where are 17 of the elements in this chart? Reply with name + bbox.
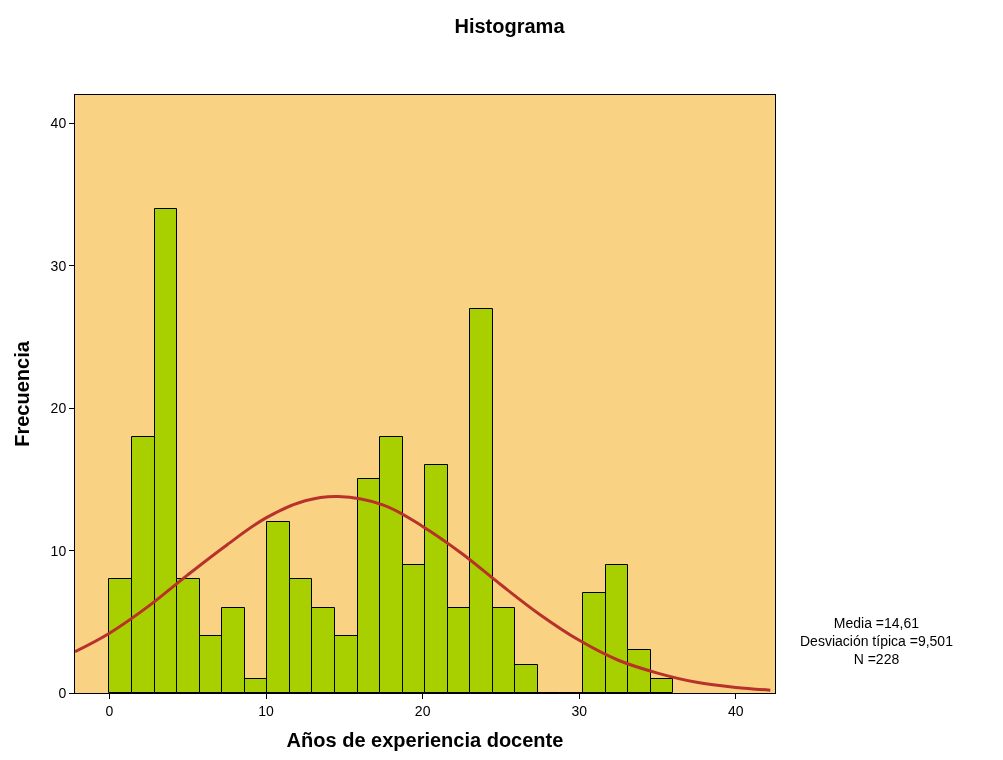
y-tick-label: 20 [50,400,67,417]
y-tick-label: 30 [50,257,67,274]
x-axis-title: Años de experiencia docente [286,729,564,752]
x-tick-label: 40 [728,702,744,719]
x-tick-label: 20 [414,702,431,719]
x-tick-label: 10 [258,702,275,719]
y-axis-title: Frecuencia [11,340,34,447]
y-tick-label: 10 [50,542,67,559]
text: Desviación típica =9,501 [800,633,954,650]
y-tick-label: 40 [50,115,67,132]
x-tick-label: 0 [105,702,114,719]
text: Media =14,61 [833,615,920,631]
line-series [75,495,772,692]
y-tick-label: 0 [58,684,67,701]
x-tick-label: 30 [571,702,588,719]
chart-title: Histograma [454,15,566,37]
text: N =228 [853,651,900,668]
